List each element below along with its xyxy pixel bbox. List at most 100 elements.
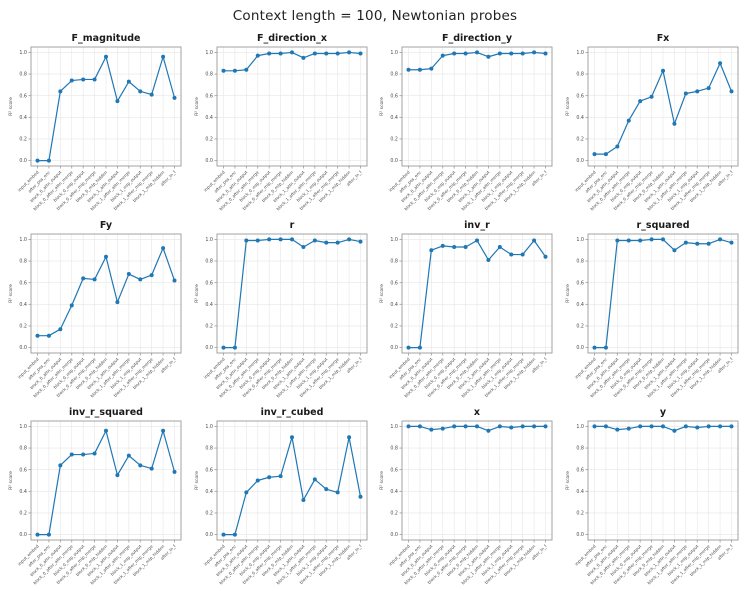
y-tick-label: 0.4	[576, 115, 584, 121]
data-point	[637, 238, 642, 243]
data-point	[497, 424, 502, 429]
data-point	[243, 67, 248, 72]
subplot-F_magnitude: 1.0 0.8 0.6 0.4 0.2 0.0 R² score input_embed aft…	[4, 30, 189, 217]
data-point	[406, 424, 411, 429]
data-point	[417, 345, 422, 350]
data-point	[81, 77, 86, 82]
y-tick-label: 0.8	[19, 72, 27, 78]
data-point	[532, 424, 537, 429]
y-tick-label: 0.4	[576, 489, 584, 495]
data-point	[138, 277, 143, 282]
data-point	[138, 463, 143, 468]
y-tick-label: 0.4	[390, 489, 398, 495]
data-point	[694, 89, 699, 94]
data-point	[440, 243, 445, 248]
data-point	[509, 51, 514, 56]
data-point	[694, 425, 699, 430]
data-point	[475, 424, 479, 429]
y-tick-label: 1.0	[576, 424, 584, 430]
subplot-y: 1.0 0.8 0.6 0.4 0.2 0.0 R² score input_embed aft…	[561, 404, 746, 591]
data-point	[172, 278, 177, 283]
data-point	[592, 345, 596, 350]
data-point	[346, 435, 351, 440]
data-point	[649, 94, 654, 99]
subplot-svg-F_direction_y: 1.00.80.60.40.20.0R² scoreinput_embedaft…	[379, 33, 553, 211]
y-tick-label: 0.0	[576, 532, 584, 538]
data-point	[717, 424, 722, 429]
data-point	[406, 345, 411, 350]
subplot-svg-inv_r_squared: 1.00.80.60.40.20.0R² scoreinput_embedaft…	[8, 407, 182, 585]
y-axis-label: R² score	[565, 471, 571, 490]
data-point	[463, 51, 468, 56]
data-point	[543, 254, 548, 259]
data-point	[463, 424, 468, 429]
y-tick-label: 0.2	[19, 511, 27, 517]
data-point	[278, 51, 283, 56]
data-point	[614, 144, 619, 149]
y-tick-label: 0.4	[390, 115, 398, 121]
y-tick-label: 0.6	[19, 467, 27, 473]
data-point	[255, 478, 260, 483]
subplot-title: r	[289, 220, 294, 231]
subplot-title: F_direction_y	[442, 33, 513, 44]
data-point	[592, 424, 596, 429]
subplot-svg-x: 1.00.80.60.40.20.0R² scoreinput_embedaft…	[379, 407, 553, 585]
data-point	[614, 238, 619, 243]
subplot-title: inv_r_cubed	[260, 407, 323, 418]
y-tick-label: 0.6	[576, 93, 584, 99]
y-tick-label: 0.8	[576, 72, 584, 78]
y-tick-label: 1.0	[205, 50, 213, 56]
data-point	[161, 54, 166, 59]
data-point	[58, 463, 63, 468]
data-point	[115, 99, 120, 104]
data-point	[429, 427, 434, 432]
data-point	[671, 428, 676, 433]
data-point	[232, 68, 237, 73]
data-point	[532, 50, 537, 55]
y-tick-label: 0.2	[390, 511, 398, 517]
y-tick-label: 0.0	[576, 158, 584, 164]
y-tick-label: 0.8	[205, 72, 213, 78]
y-tick-label: 0.8	[19, 446, 27, 452]
y-tick-label: 0.0	[19, 532, 27, 538]
data-point	[532, 238, 537, 243]
y-tick-label: 0.4	[205, 302, 213, 308]
data-point	[475, 238, 479, 243]
data-point	[300, 55, 305, 60]
data-point	[452, 244, 457, 249]
data-point	[104, 54, 108, 59]
data-point	[149, 466, 154, 471]
subplot-title: F_direction_x	[256, 33, 326, 44]
data-point	[358, 239, 362, 244]
y-tick-label: 0.6	[390, 467, 398, 473]
data-point	[660, 68, 665, 73]
subplot-svg-F_direction_x: 1.00.80.60.40.20.0R² scoreinput_embedaft…	[194, 33, 367, 211]
data-point	[603, 152, 608, 157]
subplot-inv_r: 1.0 0.8 0.6 0.4 0.2 0.0 R² score input_embed aft…	[375, 217, 560, 404]
data-point	[417, 67, 422, 72]
y-tick-label: 0.6	[205, 467, 213, 473]
y-tick-label: 0.0	[576, 345, 584, 351]
y-tick-label: 0.8	[205, 259, 213, 265]
data-point	[358, 51, 362, 56]
data-point	[126, 79, 131, 84]
data-point	[358, 494, 362, 499]
data-point	[729, 240, 733, 245]
y-tick-label: 0.0	[205, 345, 213, 351]
data-point	[497, 51, 502, 56]
data-point	[520, 252, 525, 257]
y-tick-label: 0.8	[390, 446, 398, 452]
data-point	[161, 428, 166, 433]
data-point	[266, 475, 271, 480]
data-point	[221, 68, 225, 73]
data-point	[312, 238, 317, 243]
data-point	[161, 246, 166, 251]
data-point	[729, 424, 733, 429]
data-point	[115, 300, 120, 305]
data-point	[312, 51, 317, 56]
data-point	[683, 240, 688, 245]
y-tick-label: 0.4	[19, 115, 27, 121]
subplot-inv_r_squared: 1.0 0.8 0.6 0.4 0.2 0.0 R² score input_embed aft…	[4, 404, 189, 591]
subplot-x: 1.0 0.8 0.6 0.4 0.2 0.0 R² score input_embed aft…	[375, 404, 560, 591]
data-point	[69, 78, 74, 83]
